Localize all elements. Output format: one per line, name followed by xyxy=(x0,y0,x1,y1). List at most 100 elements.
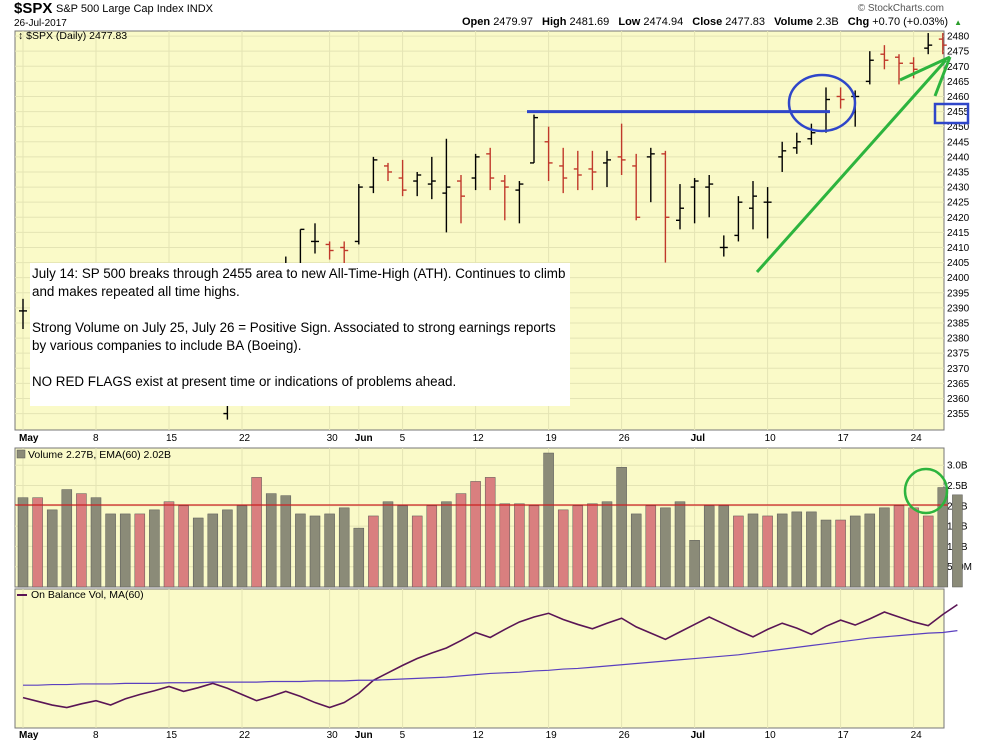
price-bar xyxy=(763,187,772,239)
volume-bar xyxy=(528,505,540,588)
volume-bar xyxy=(46,509,58,588)
x-tick-label-top: 24 xyxy=(911,433,923,444)
chart-date: 26-Jul-2017 xyxy=(14,18,67,29)
volume-label: Volume xyxy=(774,16,814,28)
x-tick-label-top: 10 xyxy=(765,433,777,444)
x-tick-label-top: 22 xyxy=(239,433,251,444)
x-tick-label-top: May xyxy=(19,433,39,444)
volume-bar xyxy=(747,513,759,588)
price-bar xyxy=(530,114,538,164)
volume-bar xyxy=(499,503,511,588)
trend-arrow-head-a xyxy=(899,55,951,82)
price-level-highlight-box xyxy=(933,102,970,125)
volume-bar xyxy=(90,497,102,588)
price-tick-label: 2355 xyxy=(947,409,970,420)
volume-highlight-circle xyxy=(903,467,949,515)
volume-bar xyxy=(222,509,233,588)
volume-bar xyxy=(441,501,452,588)
volume-bar xyxy=(61,489,73,588)
price-bar xyxy=(938,33,947,55)
price-bar xyxy=(924,33,933,55)
volume-bar xyxy=(17,497,29,588)
x-tick-label-top: 12 xyxy=(473,433,485,444)
price-tick-label: 2370 xyxy=(947,364,970,375)
price-tick-label: 2460 xyxy=(947,92,970,103)
price-tick-label: 2470 xyxy=(947,62,970,73)
breakout-highlight-circle xyxy=(787,73,857,133)
volume-bar xyxy=(543,452,554,588)
price-tick-label: 2435 xyxy=(947,167,970,178)
price-bar xyxy=(369,156,378,194)
price-bar xyxy=(354,184,363,245)
open-value: 2479.97 xyxy=(493,16,533,28)
volume-bar xyxy=(820,519,832,588)
price-bar xyxy=(588,150,597,191)
x-tick-label-bottom: 15 xyxy=(166,730,178,741)
price-bar xyxy=(734,196,743,242)
price-tick-label: 2385 xyxy=(947,318,970,329)
close-value: 2477.83 xyxy=(725,16,766,28)
panel-3-background xyxy=(14,588,945,729)
chart-symbol: $SPX xyxy=(14,0,53,17)
chg-value: +0.70 (+0.03%) xyxy=(872,16,949,28)
chart-instrument-name: S&P 500 Large Cap Index INDX xyxy=(56,3,213,15)
volume-bar xyxy=(806,511,817,588)
volume-bar xyxy=(295,513,306,588)
trend-arrow-shaft xyxy=(755,59,948,273)
price-bar xyxy=(544,126,553,182)
price-bar xyxy=(690,178,699,224)
volume-bar xyxy=(105,513,116,588)
annotation-line-2: Strong Volume on July 25, July 26 = Posi… xyxy=(32,320,556,353)
price-bar xyxy=(559,147,568,194)
volume-bar xyxy=(76,493,87,588)
price-bar xyxy=(646,147,655,203)
volume-bar xyxy=(368,515,379,588)
price-tick-label: 2445 xyxy=(947,137,970,148)
up-arrow-icon: ▲ xyxy=(954,18,963,27)
price-legend: ↕ $SPX (Daily) 2477.83 xyxy=(18,30,127,42)
volume-bar xyxy=(324,513,335,588)
price-bar xyxy=(895,54,903,85)
price-tick-label: 2430 xyxy=(947,183,970,194)
volume-bar xyxy=(397,505,408,588)
price-bar xyxy=(807,123,816,145)
volume-bar xyxy=(134,513,146,588)
price-tick-label: 2450 xyxy=(947,122,970,133)
volume-bar xyxy=(207,513,219,588)
price-bar xyxy=(836,87,845,109)
x-tick-label-top: 19 xyxy=(546,433,558,444)
volume-bar xyxy=(163,501,175,588)
annotation-box: July 14: SP 500 breaks through 2455 area… xyxy=(30,263,570,406)
volume-bar xyxy=(703,505,715,588)
x-tick-label-top: 8 xyxy=(93,433,99,444)
price-bar xyxy=(573,150,582,191)
price-bar xyxy=(676,184,684,230)
volume-bar xyxy=(280,495,292,588)
volume-bar xyxy=(864,513,876,588)
close-label: Close xyxy=(692,16,723,28)
x-tick-label-top: 15 xyxy=(166,433,178,444)
volume-bar xyxy=(587,503,598,588)
price-tick-label: 2395 xyxy=(947,288,970,299)
x-tick-label-bottom: 22 xyxy=(239,730,251,741)
volume-bar xyxy=(922,515,934,588)
price-bar xyxy=(457,175,465,224)
price-bar xyxy=(719,235,728,257)
volume-bar xyxy=(937,487,949,588)
x-tick-label-bottom: 26 xyxy=(619,730,631,741)
volume-bar xyxy=(426,505,438,588)
volume-bar xyxy=(484,477,496,588)
trend-arrow-head-b xyxy=(933,56,952,97)
x-tick-label-bottom: 12 xyxy=(473,730,485,741)
volume-bar xyxy=(455,493,467,588)
price-bar xyxy=(427,156,436,200)
price-tick-label: 2400 xyxy=(947,273,970,284)
price-tick-label: 2390 xyxy=(947,303,970,314)
volume-bar xyxy=(309,515,321,588)
volume-bar xyxy=(338,507,350,588)
x-tick-label-top: 26 xyxy=(619,433,631,444)
volume-bar xyxy=(265,493,277,588)
high-value: 2481.69 xyxy=(569,16,610,28)
x-tick-label-bottom: 17 xyxy=(838,730,850,741)
obv-legend: On Balance Vol, MA(60) xyxy=(31,589,144,601)
